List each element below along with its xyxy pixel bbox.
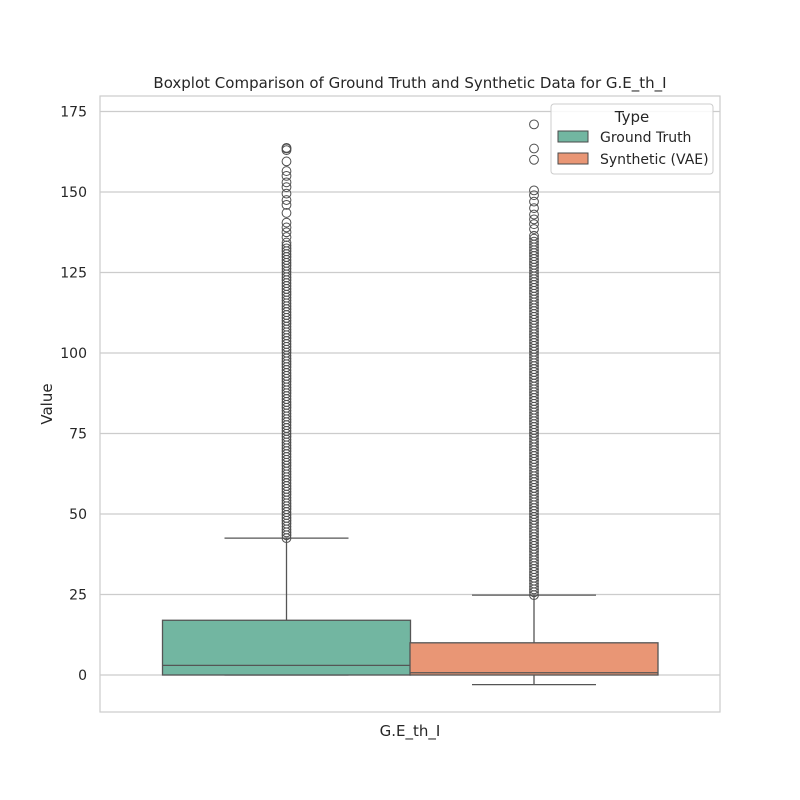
outlier-point <box>281 182 292 193</box>
outliers-synthetic-vae <box>529 119 539 601</box>
outlier-point <box>529 224 539 234</box>
y-axis-label: Value <box>38 383 56 424</box>
boxes <box>161 537 659 686</box>
legend-frame <box>550 103 714 175</box>
outlier-point <box>281 195 292 205</box>
outlier-point <box>529 233 539 244</box>
outlier-point <box>529 230 539 241</box>
outlier-point <box>529 185 539 196</box>
chart-title: Boxplot Comparison of Ground Truth and S… <box>153 74 666 93</box>
outlier-point <box>529 209 539 220</box>
box-synthetic-vae <box>409 594 659 686</box>
outlier-point <box>529 236 539 247</box>
legend: Type Ground Truth Synthetic (VAE) <box>550 103 714 175</box>
y-tick-label-0: 0 <box>78 668 87 684</box>
outlier-point <box>281 227 292 238</box>
y-tick-label-50: 50 <box>69 507 87 523</box>
outlier-point <box>281 156 292 167</box>
y-tick-label-25: 25 <box>69 588 87 604</box>
legend-title: Type <box>614 108 649 126</box>
y-tick-labels: 0 25 50 75 100 125 150 175 <box>60 105 87 685</box>
outlier-point <box>529 219 539 230</box>
x-axis-label: G.E_th_I <box>380 722 441 741</box>
outlier-point <box>529 143 539 154</box>
outlier-point <box>529 214 539 225</box>
legend-label-ground-truth: Ground Truth <box>600 130 691 146</box>
outlier-point <box>281 142 292 153</box>
outlier-point <box>529 119 539 130</box>
legend-swatch-ground-truth <box>557 130 589 143</box>
plot-frame <box>99 95 721 713</box>
legend-label-synthetic-vae: Synthetic (VAE) <box>600 152 709 168</box>
outlier-point <box>281 199 292 210</box>
outlier-point <box>281 188 292 199</box>
outlier-point <box>281 243 292 254</box>
outlier-point <box>529 196 539 207</box>
iqr-box-ground-truth <box>161 619 412 676</box>
outlier-point <box>529 203 539 214</box>
y-tick-label-100: 100 <box>60 346 87 362</box>
y-tick-label-125: 125 <box>60 266 87 282</box>
outlier-point <box>281 177 292 188</box>
legend-swatch-synthetic-vae <box>557 152 589 165</box>
outlier-point <box>281 166 292 176</box>
outlier-point <box>281 217 292 228</box>
y-tick-label-150: 150 <box>60 185 87 201</box>
outlier-point <box>281 222 292 233</box>
outlier-point <box>529 154 539 165</box>
outlier-point <box>281 232 292 242</box>
outliers <box>281 119 539 601</box>
iqr-box-synthetic-vae <box>409 642 659 676</box>
outlier-point <box>529 190 539 201</box>
outlier-point <box>281 171 292 181</box>
outlier-point <box>281 237 292 248</box>
outliers-ground-truth <box>281 142 292 544</box>
y-tick-label-75: 75 <box>69 427 87 443</box>
outlier-point <box>281 208 292 218</box>
y-tick-label-175: 175 <box>60 105 87 121</box>
